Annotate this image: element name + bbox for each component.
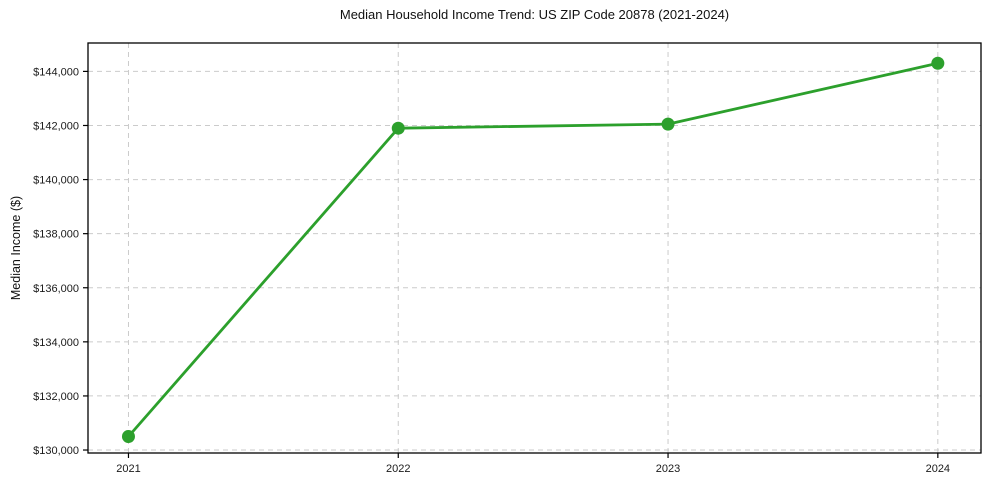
- y-tick-label: $144,000: [33, 66, 79, 78]
- y-tick-label: $142,000: [33, 120, 79, 132]
- y-tick-label: $130,000: [33, 445, 79, 457]
- data-point-marker: [661, 117, 675, 131]
- x-tick-label: 2023: [656, 463, 680, 475]
- x-tick-label: 2024: [926, 463, 950, 475]
- data-point-marker: [391, 121, 405, 135]
- data-point-marker: [121, 430, 135, 444]
- y-tick-label: $136,000: [33, 283, 79, 295]
- y-tick-label: $134,000: [33, 337, 79, 349]
- chart-title: Median Household Income Trend: US ZIP Co…: [339, 7, 730, 22]
- y-tick-label: $132,000: [33, 391, 79, 403]
- plot-border: [87, 42, 982, 454]
- x-tick-label: 2021: [116, 463, 140, 475]
- y-tick-label: $138,000: [33, 229, 79, 241]
- trend-line: [127, 61, 940, 438]
- y-tick-label: $140,000: [33, 175, 79, 187]
- data-point-marker: [931, 56, 945, 70]
- x-tick-label: 2022: [386, 463, 410, 475]
